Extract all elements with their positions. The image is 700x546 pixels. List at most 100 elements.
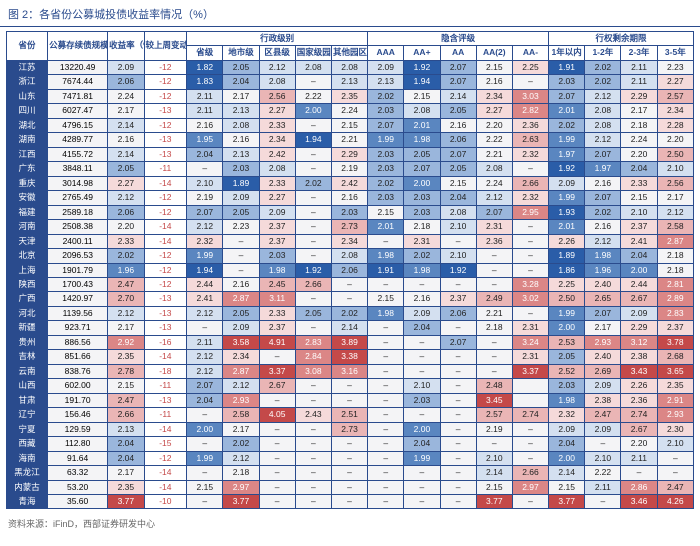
yield-cell: 2.35: [108, 350, 144, 364]
value-cell: 2.08: [259, 75, 295, 89]
value-cell: 2.08: [404, 104, 440, 118]
value-cell: 2.20: [476, 118, 512, 132]
value-cell: 3.08: [295, 364, 331, 378]
value-cell: –: [295, 495, 331, 509]
value-cell: 2.18: [657, 263, 693, 277]
value-cell: 1.92: [295, 263, 331, 277]
value-cell: 2.01: [368, 220, 404, 234]
value-cell: 2.02: [368, 89, 404, 103]
value-cell: 2.73: [331, 220, 367, 234]
value-cell: –: [295, 422, 331, 436]
table-body: 江苏13220.492.09-121.822.052.122.082.082.0…: [7, 60, 694, 509]
col-scale: 公募存续债规模（亿元）: [48, 32, 108, 61]
value-cell: 2.02: [223, 437, 259, 451]
wchg-cell: -12: [144, 451, 187, 465]
value-cell: –: [404, 335, 440, 349]
value-cell: 2.19: [187, 191, 223, 205]
value-cell: 2.12: [657, 205, 693, 219]
value-cell: 1.99: [549, 133, 585, 147]
scale-cell: 923.71: [48, 321, 108, 335]
value-cell: 2.11: [621, 60, 657, 74]
province-cell: 河南: [7, 220, 48, 234]
province-cell: 重庆: [7, 176, 48, 190]
scale-cell: 4796.15: [48, 118, 108, 132]
value-cell: 2.66: [512, 466, 548, 480]
scale-cell: 3014.98: [48, 176, 108, 190]
value-cell: 2.12: [187, 220, 223, 234]
value-cell: 2.09: [549, 176, 585, 190]
scale-cell: 6027.47: [48, 104, 108, 118]
value-cell: –: [440, 480, 476, 494]
value-cell: 1.91: [368, 263, 404, 277]
value-cell: 2.04: [440, 191, 476, 205]
value-cell: 2.84: [295, 350, 331, 364]
value-cell: 2.73: [331, 422, 367, 436]
value-cell: –: [368, 451, 404, 465]
table-row: 江苏13220.492.09-121.822.052.122.082.082.0…: [7, 60, 694, 74]
value-cell: 2.24: [331, 104, 367, 118]
value-cell: 2.10: [440, 220, 476, 234]
table-row: 上海1901.791.96-121.94–1.981.922.061.911.9…: [7, 263, 694, 277]
value-cell: 2.12: [585, 89, 621, 103]
value-cell: –: [331, 277, 367, 291]
subcol: 地市级: [223, 46, 259, 60]
value-cell: –: [476, 277, 512, 291]
value-cell: 2.07: [440, 335, 476, 349]
value-cell: –: [259, 393, 295, 407]
figure-caption: 图 2：各省份公募城投债收益率情况（%）: [0, 0, 700, 27]
value-cell: –: [259, 437, 295, 451]
value-cell: 2.05: [223, 60, 259, 74]
value-cell: 1.98: [368, 249, 404, 263]
value-cell: 2.22: [585, 466, 621, 480]
value-cell: 2.18: [657, 249, 693, 263]
value-cell: 2.82: [512, 104, 548, 118]
value-cell: 2.11: [187, 335, 223, 349]
value-cell: 2.12: [223, 451, 259, 465]
value-cell: –: [368, 277, 404, 291]
value-cell: 2.34: [657, 104, 693, 118]
col-wchg: 较上周变动（bp）: [144, 32, 187, 61]
value-cell: –: [440, 451, 476, 465]
value-cell: 2.67: [259, 379, 295, 393]
col-province: 省份: [7, 32, 48, 61]
wchg-cell: -15: [144, 437, 187, 451]
value-cell: 2.29: [621, 89, 657, 103]
value-cell: –: [295, 437, 331, 451]
value-cell: –: [331, 292, 367, 306]
value-cell: 2.30: [657, 422, 693, 436]
value-cell: 2.31: [512, 321, 548, 335]
value-cell: 2.03: [259, 249, 295, 263]
value-cell: 2.11: [621, 75, 657, 89]
province-cell: 四川: [7, 104, 48, 118]
value-cell: 2.66: [295, 277, 331, 291]
value-cell: 2.00: [549, 321, 585, 335]
value-cell: 2.89: [657, 292, 693, 306]
value-cell: 2.04: [223, 75, 259, 89]
value-cell: 2.31: [404, 234, 440, 248]
value-cell: 2.07: [476, 205, 512, 219]
scale-cell: 2765.49: [48, 191, 108, 205]
wchg-cell: -13: [144, 133, 187, 147]
table-row: 内蒙古53.202.35-142.152.97––––––2.152.972.1…: [7, 480, 694, 494]
value-cell: 1.97: [549, 147, 585, 161]
table-row: 天津2400.112.33-142.32–2.37–2.34–2.31–2.36…: [7, 234, 694, 248]
value-cell: 2.15: [331, 118, 367, 132]
value-cell: –: [512, 306, 548, 320]
value-cell: 2.56: [657, 176, 693, 190]
value-cell: –: [404, 350, 440, 364]
value-cell: 2.47: [585, 408, 621, 422]
value-cell: 2.12: [223, 379, 259, 393]
value-cell: 2.03: [368, 191, 404, 205]
wchg-cell: -14: [144, 350, 187, 364]
value-cell: 2.04: [404, 437, 440, 451]
province-cell: 海南: [7, 451, 48, 465]
value-cell: 2.08: [476, 162, 512, 176]
scale-cell: 13220.49: [48, 60, 108, 74]
table-row: 新疆923.712.17-13–2.092.37–2.14–2.04–2.182…: [7, 321, 694, 335]
figure-source: 资料来源：iFinD，西部证券研发中心: [0, 513, 700, 534]
province-cell: 江西: [7, 147, 48, 161]
value-cell: 2.48: [476, 379, 512, 393]
value-cell: 2.66: [512, 176, 548, 190]
scale-cell: 2508.38: [48, 220, 108, 234]
value-cell: –: [476, 364, 512, 378]
